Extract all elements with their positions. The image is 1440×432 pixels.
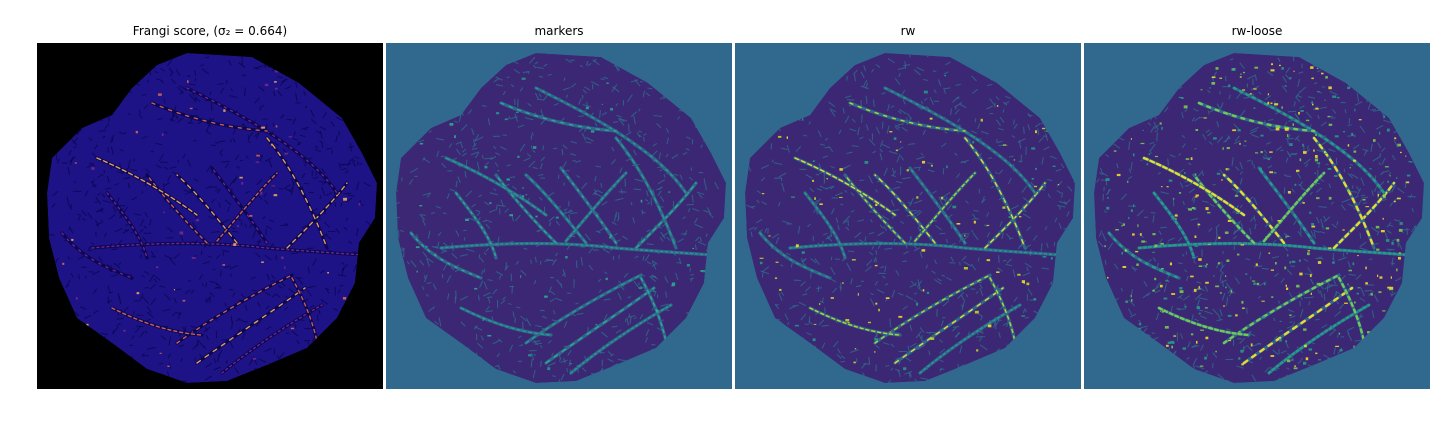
frangi-score-image [37, 43, 383, 389]
panel-title: rw [900, 24, 916, 38]
panel-title: markers [534, 24, 584, 38]
rw-image [735, 43, 1081, 389]
panel-title: rw-loose [1231, 24, 1283, 38]
markers-image [386, 43, 732, 389]
panel-title: Frangi score, (σ₂ = 0.664) [132, 24, 288, 38]
rw-loose-image [1084, 43, 1430, 389]
